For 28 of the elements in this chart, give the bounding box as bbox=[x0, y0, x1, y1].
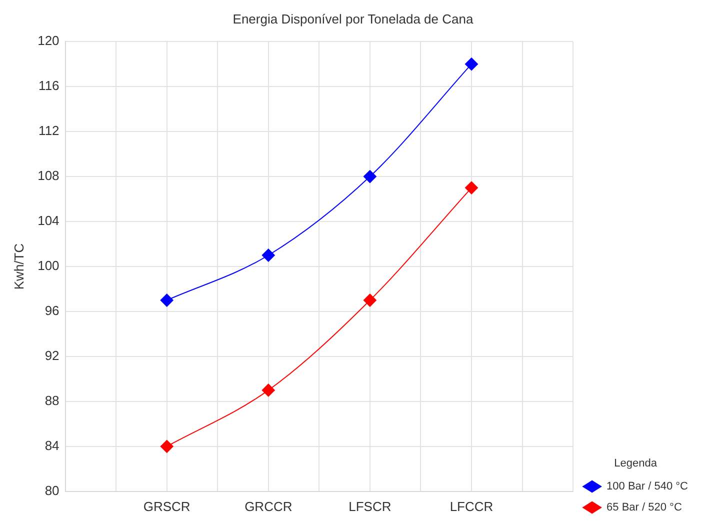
y-tick-label: 112 bbox=[38, 123, 60, 138]
y-tick-label: 104 bbox=[38, 213, 60, 228]
x-tick-label: LFCCR bbox=[450, 498, 494, 514]
legend-title: Legenda bbox=[614, 457, 658, 470]
y-tick-label: 120 bbox=[38, 33, 60, 48]
y-axis-title: Kwh/TC bbox=[11, 243, 26, 290]
x-tick-label: LFSCR bbox=[348, 498, 392, 514]
point bbox=[363, 294, 376, 307]
y-tick-label: 80 bbox=[44, 482, 60, 498]
point bbox=[160, 440, 174, 453]
y-tick-label: 100 bbox=[38, 258, 60, 274]
point bbox=[465, 181, 478, 194]
point bbox=[160, 294, 174, 307]
y-tick-label: 96 bbox=[44, 303, 60, 318]
legend-label: 100 Bar / 540 °C bbox=[606, 480, 688, 493]
chart-title: Energia Disponível por Tonelada de Cana bbox=[232, 11, 474, 26]
legend-label: 65 Bar / 520 °C bbox=[606, 502, 682, 514]
point bbox=[262, 248, 275, 262]
point bbox=[262, 384, 275, 397]
point bbox=[465, 58, 478, 71]
y-tick-label: 88 bbox=[44, 393, 60, 408]
y-tick-label: 84 bbox=[44, 438, 60, 453]
point bbox=[363, 170, 376, 184]
y-tick-label: 92 bbox=[44, 348, 60, 364]
y-tick-label: 116 bbox=[38, 78, 60, 94]
x-tick-label: GRSCR bbox=[143, 498, 190, 514]
y-tick-label: 108 bbox=[38, 168, 60, 184]
x-tick-label: GRCCR bbox=[244, 498, 292, 514]
